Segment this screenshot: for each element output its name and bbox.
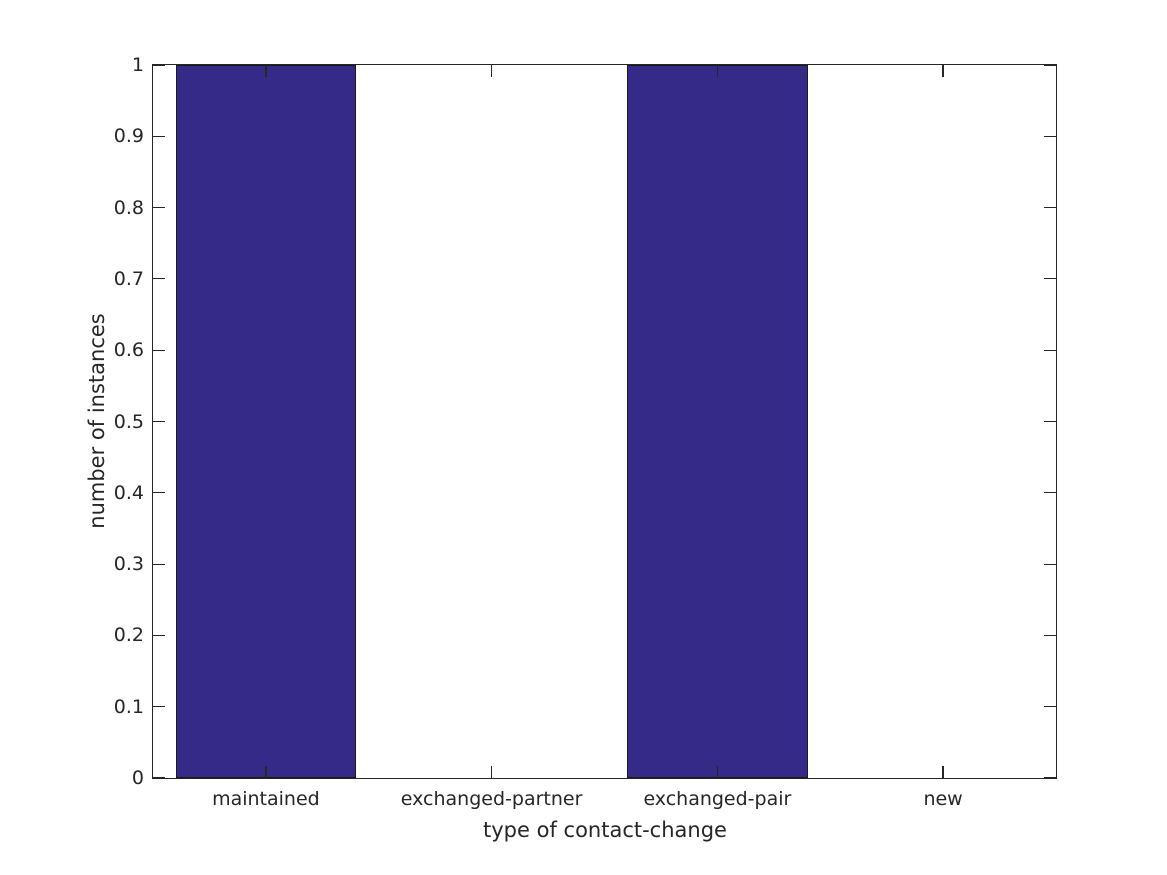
y-tick-label: 0	[131, 767, 144, 789]
plot-area	[152, 64, 1057, 779]
y-tick-mark-right	[1044, 563, 1056, 565]
x-category-label: maintained	[212, 788, 320, 810]
y-tick-mark	[153, 349, 165, 351]
x-tick-mark	[490, 766, 493, 778]
y-tick-mark-right	[1044, 278, 1056, 280]
y-tick-mark-right	[1044, 65, 1056, 66]
bar-exchanged-pair	[627, 65, 808, 778]
y-tick-mark	[153, 135, 165, 137]
y-tick-label: 0.7	[113, 267, 144, 290]
y-tick-mark	[153, 278, 165, 280]
y-tick-mark	[153, 634, 165, 636]
y-tick-mark-right	[1044, 207, 1056, 209]
y-tick-mark	[153, 65, 165, 66]
bar-maintained	[175, 65, 357, 778]
x-category-label: new	[923, 788, 963, 810]
y-tick-mark	[153, 563, 165, 565]
y-tick-label: 1	[131, 54, 144, 76]
y-tick-mark-right	[1044, 634, 1056, 636]
y-tick-label: 0.4	[113, 481, 144, 504]
y-tick-label: 0.2	[113, 624, 144, 647]
x-tick-mark	[716, 766, 719, 778]
ticks-layer	[153, 65, 1056, 778]
y-tick-mark-right	[1044, 135, 1056, 137]
y-tick-label: 0.8	[113, 196, 144, 219]
x-axis-label: type of contact-change	[483, 818, 727, 842]
y-tick-mark	[153, 207, 165, 209]
x-tick-mark-top	[490, 65, 493, 77]
y-axis-label: number of instances	[85, 313, 109, 529]
y-tick-mark-right	[1044, 421, 1056, 422]
y-tick-mark	[153, 706, 165, 708]
x-tick-mark-top	[265, 65, 267, 77]
y-tick-label: 0.6	[113, 339, 144, 362]
y-tick-mark-right	[1044, 349, 1056, 351]
x-tick-mark-top	[716, 65, 719, 77]
bars-layer	[153, 65, 1056, 778]
x-tick-mark	[265, 766, 267, 778]
y-tick-mark-right	[1044, 777, 1056, 778]
y-tick-label: 0.1	[113, 695, 144, 718]
x-category-label: exchanged-pair	[643, 788, 792, 810]
y-tick-label: 0.3	[113, 553, 144, 576]
y-tick-mark-right	[1044, 492, 1056, 494]
y-tick-label: 0.9	[113, 125, 144, 148]
x-tick-mark	[942, 766, 944, 778]
y-tick-mark	[153, 421, 165, 422]
x-tick-mark-top	[942, 65, 944, 77]
x-category-label: exchanged-partner	[400, 788, 583, 810]
y-tick-mark-right	[1044, 706, 1056, 708]
y-tick-label: 0.5	[113, 410, 144, 433]
y-tick-mark	[153, 777, 165, 778]
y-tick-mark	[153, 492, 165, 494]
